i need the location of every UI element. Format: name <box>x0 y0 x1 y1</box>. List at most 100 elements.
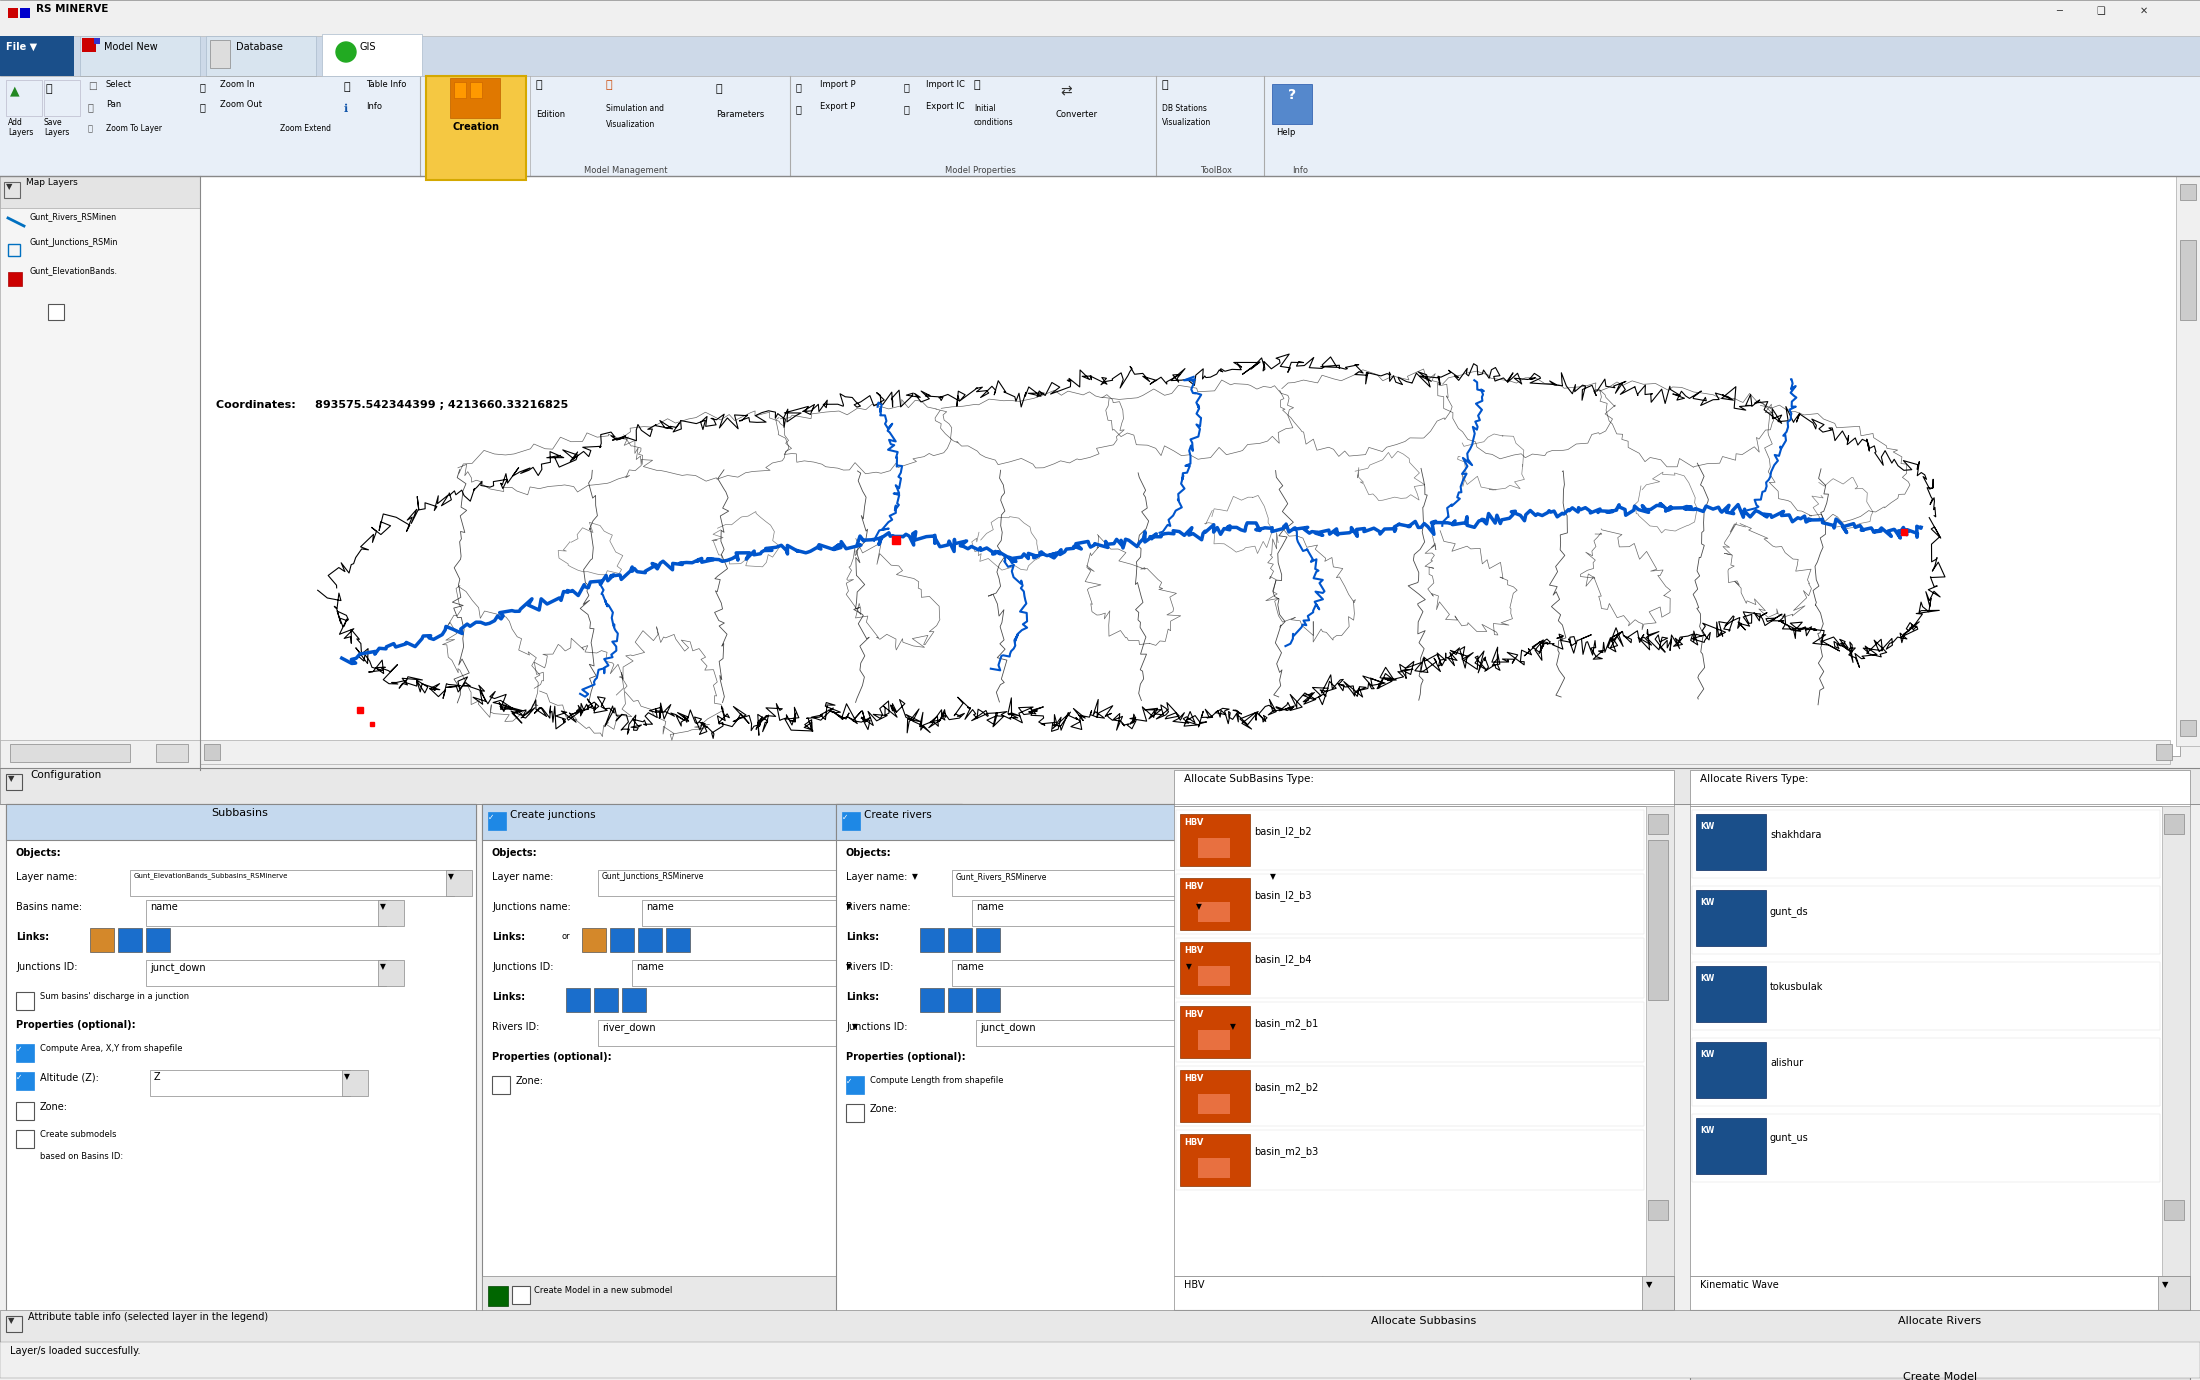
Text: 🔍: 🔍 <box>88 124 92 132</box>
Text: Simulation and: Simulation and <box>605 104 664 113</box>
Text: 🔍: 🔍 <box>200 102 207 112</box>
Bar <box>200 177 2180 756</box>
Text: ▼: ▼ <box>1646 1281 1652 1289</box>
Bar <box>11 744 130 762</box>
Bar <box>7 805 475 1321</box>
Text: ▼: ▼ <box>851 1023 858 1031</box>
Text: KW: KW <box>1701 1050 1714 1058</box>
Bar <box>9 8 18 18</box>
Bar <box>0 769 2200 805</box>
Bar <box>0 36 2200 76</box>
Text: Initial: Initial <box>975 104 997 113</box>
Bar <box>482 805 961 840</box>
Bar <box>836 805 1322 1321</box>
Bar <box>1692 886 2160 954</box>
Text: Zone:: Zone: <box>869 1104 898 1114</box>
Bar <box>1179 1006 1250 1058</box>
Bar <box>321 34 422 76</box>
Text: Create Model: Create Model <box>1903 1372 1978 1380</box>
Text: 🔍: 🔍 <box>200 81 207 92</box>
Bar <box>849 1020 876 1046</box>
Bar <box>583 927 605 952</box>
Text: Model New: Model New <box>103 41 158 52</box>
Text: ▼: ▼ <box>847 962 851 972</box>
Bar <box>7 805 475 840</box>
Text: Create junctions: Create junctions <box>510 810 596 820</box>
Bar <box>977 1020 1236 1046</box>
Text: junct_down: junct_down <box>979 1023 1036 1032</box>
Text: Objects:: Objects: <box>493 847 537 858</box>
Text: Properties (optional):: Properties (optional): <box>847 1052 966 1063</box>
Text: 🔵: 🔵 <box>605 80 612 90</box>
Bar <box>1272 84 1311 124</box>
Text: GIS: GIS <box>361 41 376 52</box>
Bar <box>79 36 200 76</box>
Text: Coordinates:     893575.542344399 ; 4213660.33216825: Coordinates: 893575.542344399 ; 4213660.… <box>216 400 568 410</box>
Text: File ▼: File ▼ <box>7 41 37 52</box>
Bar <box>493 1076 510 1094</box>
Bar <box>1195 900 1221 926</box>
Text: based on Basins ID:: based on Basins ID: <box>40 1152 123 1161</box>
Text: Pan: Pan <box>106 99 121 109</box>
Bar <box>1199 966 1230 985</box>
Bar <box>488 811 506 829</box>
Bar <box>1199 1029 1230 1050</box>
Bar <box>1199 1158 1230 1179</box>
Bar <box>0 1310 2200 1341</box>
Bar <box>1696 1042 1767 1098</box>
Bar <box>4 182 20 197</box>
Text: Links:: Links: <box>493 932 526 943</box>
Text: ▼: ▼ <box>1269 872 1276 880</box>
Text: 📊: 📊 <box>975 80 981 90</box>
Text: Zoom To Layer: Zoom To Layer <box>106 124 163 132</box>
Text: Create submodels: Create submodels <box>40 1130 117 1138</box>
Bar <box>845 960 869 985</box>
Text: ▼: ▼ <box>381 903 385 911</box>
Text: ✓: ✓ <box>15 1074 22 1082</box>
Text: Creation: Creation <box>453 121 499 132</box>
Bar <box>1267 869 1294 896</box>
Bar <box>1177 1065 1643 1126</box>
Bar <box>81 39 97 52</box>
Text: Save: Save <box>44 119 62 127</box>
Bar <box>1184 960 1210 985</box>
Bar <box>513 1286 530 1304</box>
Text: ✕: ✕ <box>2141 6 2147 17</box>
Bar <box>1696 814 1767 869</box>
Text: Import P: Import P <box>821 80 856 88</box>
Text: KW: KW <box>1701 898 1714 907</box>
Bar <box>1690 806 2189 1276</box>
Bar <box>1179 814 1250 867</box>
Text: Links:: Links: <box>847 992 880 1002</box>
Bar <box>7 774 22 789</box>
Text: Converter: Converter <box>1056 110 1098 119</box>
Text: Compute Area, X,Y from shapefile: Compute Area, X,Y from shapefile <box>40 1045 183 1053</box>
Text: DB Stations: DB Stations <box>1162 104 1208 113</box>
Bar <box>156 744 187 762</box>
Bar <box>130 869 453 896</box>
Text: HBV: HBV <box>1184 818 1203 827</box>
Text: alishur: alishur <box>1771 1058 1804 1068</box>
Text: Gunt_Rivers_RSMinerve: Gunt_Rivers_RSMinerve <box>957 872 1047 880</box>
Bar <box>948 988 972 1012</box>
Text: Properties (optional):: Properties (optional): <box>493 1052 612 1063</box>
Text: 📤: 📤 <box>796 104 801 115</box>
Bar <box>977 988 1001 1012</box>
Text: Zoom Out: Zoom Out <box>220 99 262 109</box>
Bar <box>378 900 405 926</box>
Text: Objects:: Objects: <box>847 847 891 858</box>
Text: Rivers name:: Rivers name: <box>847 903 911 912</box>
Bar <box>119 927 143 952</box>
Bar <box>15 1072 33 1090</box>
Bar <box>20 8 31 18</box>
Text: Altitude (Z):: Altitude (Z): <box>40 1072 99 1082</box>
Text: ☐: ☐ <box>88 81 97 92</box>
Bar <box>1690 1276 2189 1310</box>
Text: ?: ? <box>1287 88 1296 102</box>
Bar <box>631 960 851 985</box>
Text: basin_m2_b2: basin_m2_b2 <box>1254 1082 1318 1093</box>
Text: Allocate Subbasins: Allocate Subbasins <box>1371 1317 1476 1326</box>
Bar <box>1177 810 1643 869</box>
Text: Info: Info <box>1291 166 1309 175</box>
Text: Gunt_Rivers_RSMinen: Gunt_Rivers_RSMinen <box>31 213 117 221</box>
